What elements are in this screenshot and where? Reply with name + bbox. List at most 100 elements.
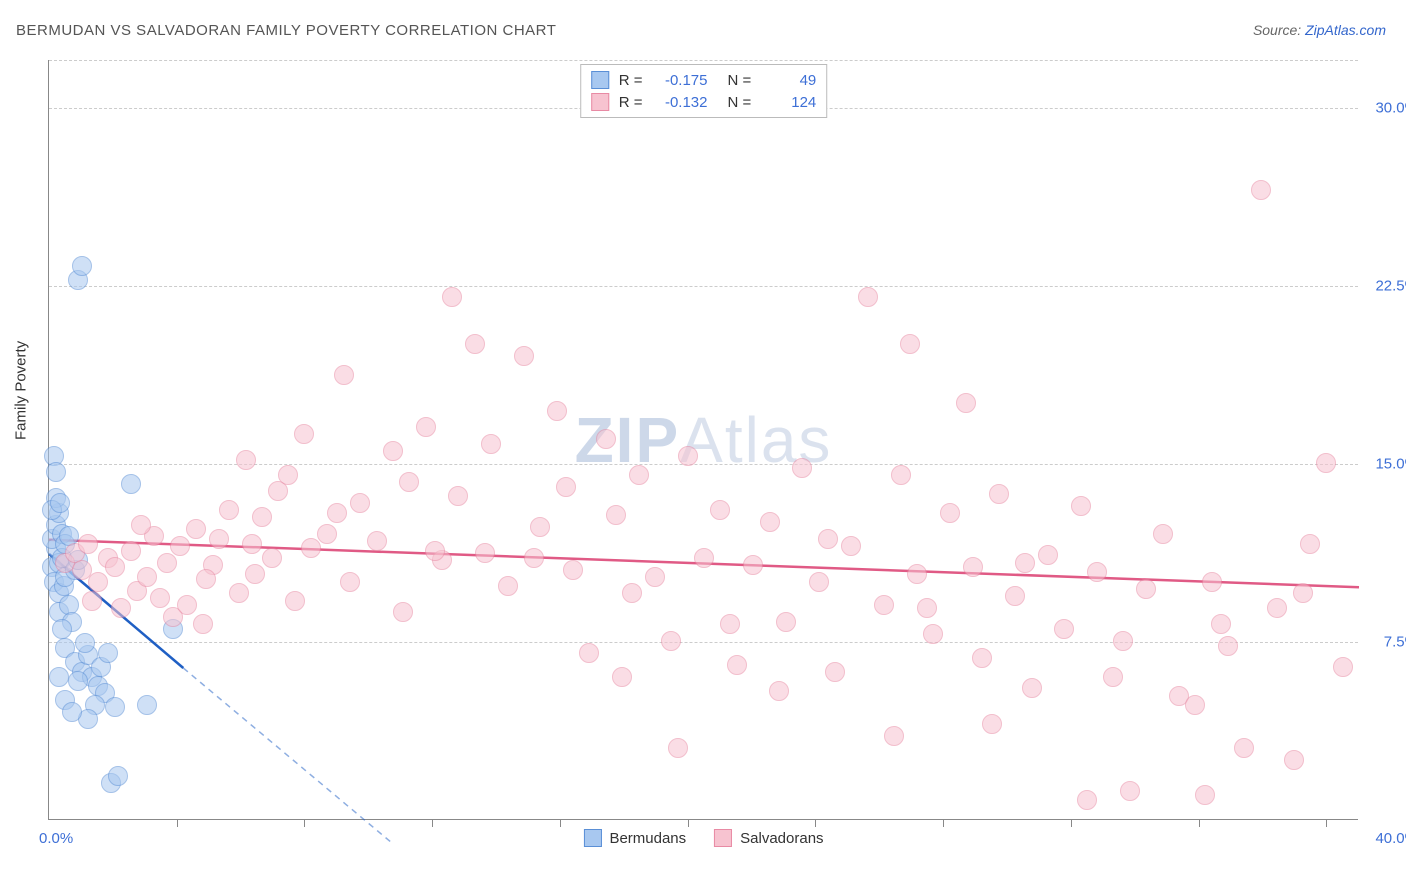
scatter-point [62,702,82,722]
trend-line-extension [183,668,393,844]
scatter-point [498,576,518,596]
scatter-point [874,595,894,615]
scatter-point [285,591,305,611]
scatter-point [98,643,118,663]
scatter-point [606,505,626,525]
scatter-point [1202,572,1222,592]
scatter-point [301,538,321,558]
scatter-point [645,567,665,587]
x-tick [304,819,305,827]
scatter-point [818,529,838,549]
scatter-point [105,697,125,717]
scatter-point [121,541,141,561]
scatter-point [278,465,298,485]
scatter-point [1211,614,1231,634]
scatter-point [481,434,501,454]
y-tick-label: 7.5% [1384,633,1406,650]
scatter-point [448,486,468,506]
correlation-row: R =-0.175N =49 [591,69,817,91]
scatter-point [629,465,649,485]
scatter-point [1113,631,1133,651]
scatter-point [49,667,69,687]
scatter-point [334,365,354,385]
scatter-point [769,681,789,701]
scatter-point [294,424,314,444]
scatter-plot: Family Poverty ZIPAtlas 7.5%15.0%22.5%30… [48,60,1358,820]
scatter-point [792,458,812,478]
source-link[interactable]: ZipAtlas.com [1305,22,1386,38]
y-tick-label: 22.5% [1375,277,1406,294]
scatter-point [1284,750,1304,770]
scatter-point [393,602,413,622]
scatter-point [900,334,920,354]
scatter-point [1153,524,1173,544]
scatter-point [1195,785,1215,805]
scatter-point [157,553,177,573]
scatter-point [137,567,157,587]
scatter-point [1087,562,1107,582]
scatter-point [760,512,780,532]
scatter-point [530,517,550,537]
legend-swatch [714,829,732,847]
scatter-point [1103,667,1123,687]
scatter-point [841,536,861,556]
x-tick [432,819,433,827]
y-tick-label: 30.0% [1375,99,1406,116]
grid-line [49,60,1358,61]
scatter-point [196,569,216,589]
correlation-row: R =-0.132N =124 [591,91,817,113]
scatter-point [963,557,983,577]
scatter-point [186,519,206,539]
n-label: N = [728,94,752,111]
scatter-point [907,564,927,584]
scatter-point [1038,545,1058,565]
scatter-point [956,393,976,413]
scatter-point [884,726,904,746]
scatter-point [858,287,878,307]
series-legend: Bermudans Salvadorans [583,829,823,847]
scatter-point [710,500,730,520]
x-tick [560,819,561,827]
scatter-point [579,643,599,663]
scatter-point [1120,781,1140,801]
scatter-point [75,633,95,653]
scatter-point [514,346,534,366]
scatter-point [1218,636,1238,656]
correlation-legend: R =-0.175N =49R =-0.132N =124 [580,64,828,118]
scatter-point [121,474,141,494]
scatter-point [1333,657,1353,677]
scatter-point [262,548,282,568]
x-tick [688,819,689,827]
legend-label: Salvadorans [740,830,823,847]
scatter-point [727,655,747,675]
legend-swatch [591,93,609,111]
scatter-point [989,484,1009,504]
scatter-point [137,695,157,715]
scatter-point [622,583,642,603]
scatter-point [1071,496,1091,516]
n-value: 49 [761,72,816,89]
scatter-point [1054,619,1074,639]
scatter-point [1267,598,1287,618]
r-label: R = [619,72,643,89]
legend-swatch [583,829,601,847]
legend-swatch [591,71,609,89]
source-prefix: Source: [1253,22,1305,38]
scatter-point [825,662,845,682]
scatter-point [612,667,632,687]
x-tick [1071,819,1072,827]
x-max-label: 40.0% [1375,830,1406,847]
scatter-point [72,256,92,276]
scatter-point [776,612,796,632]
scatter-point [131,515,151,535]
scatter-point [596,429,616,449]
scatter-point [340,572,360,592]
legend-item: Bermudans [583,829,686,847]
scatter-point [743,555,763,575]
scatter-point [367,531,387,551]
x-tick [1326,819,1327,827]
scatter-point [50,493,70,513]
scatter-point [940,503,960,523]
x-tick [177,819,178,827]
scatter-point [88,572,108,592]
